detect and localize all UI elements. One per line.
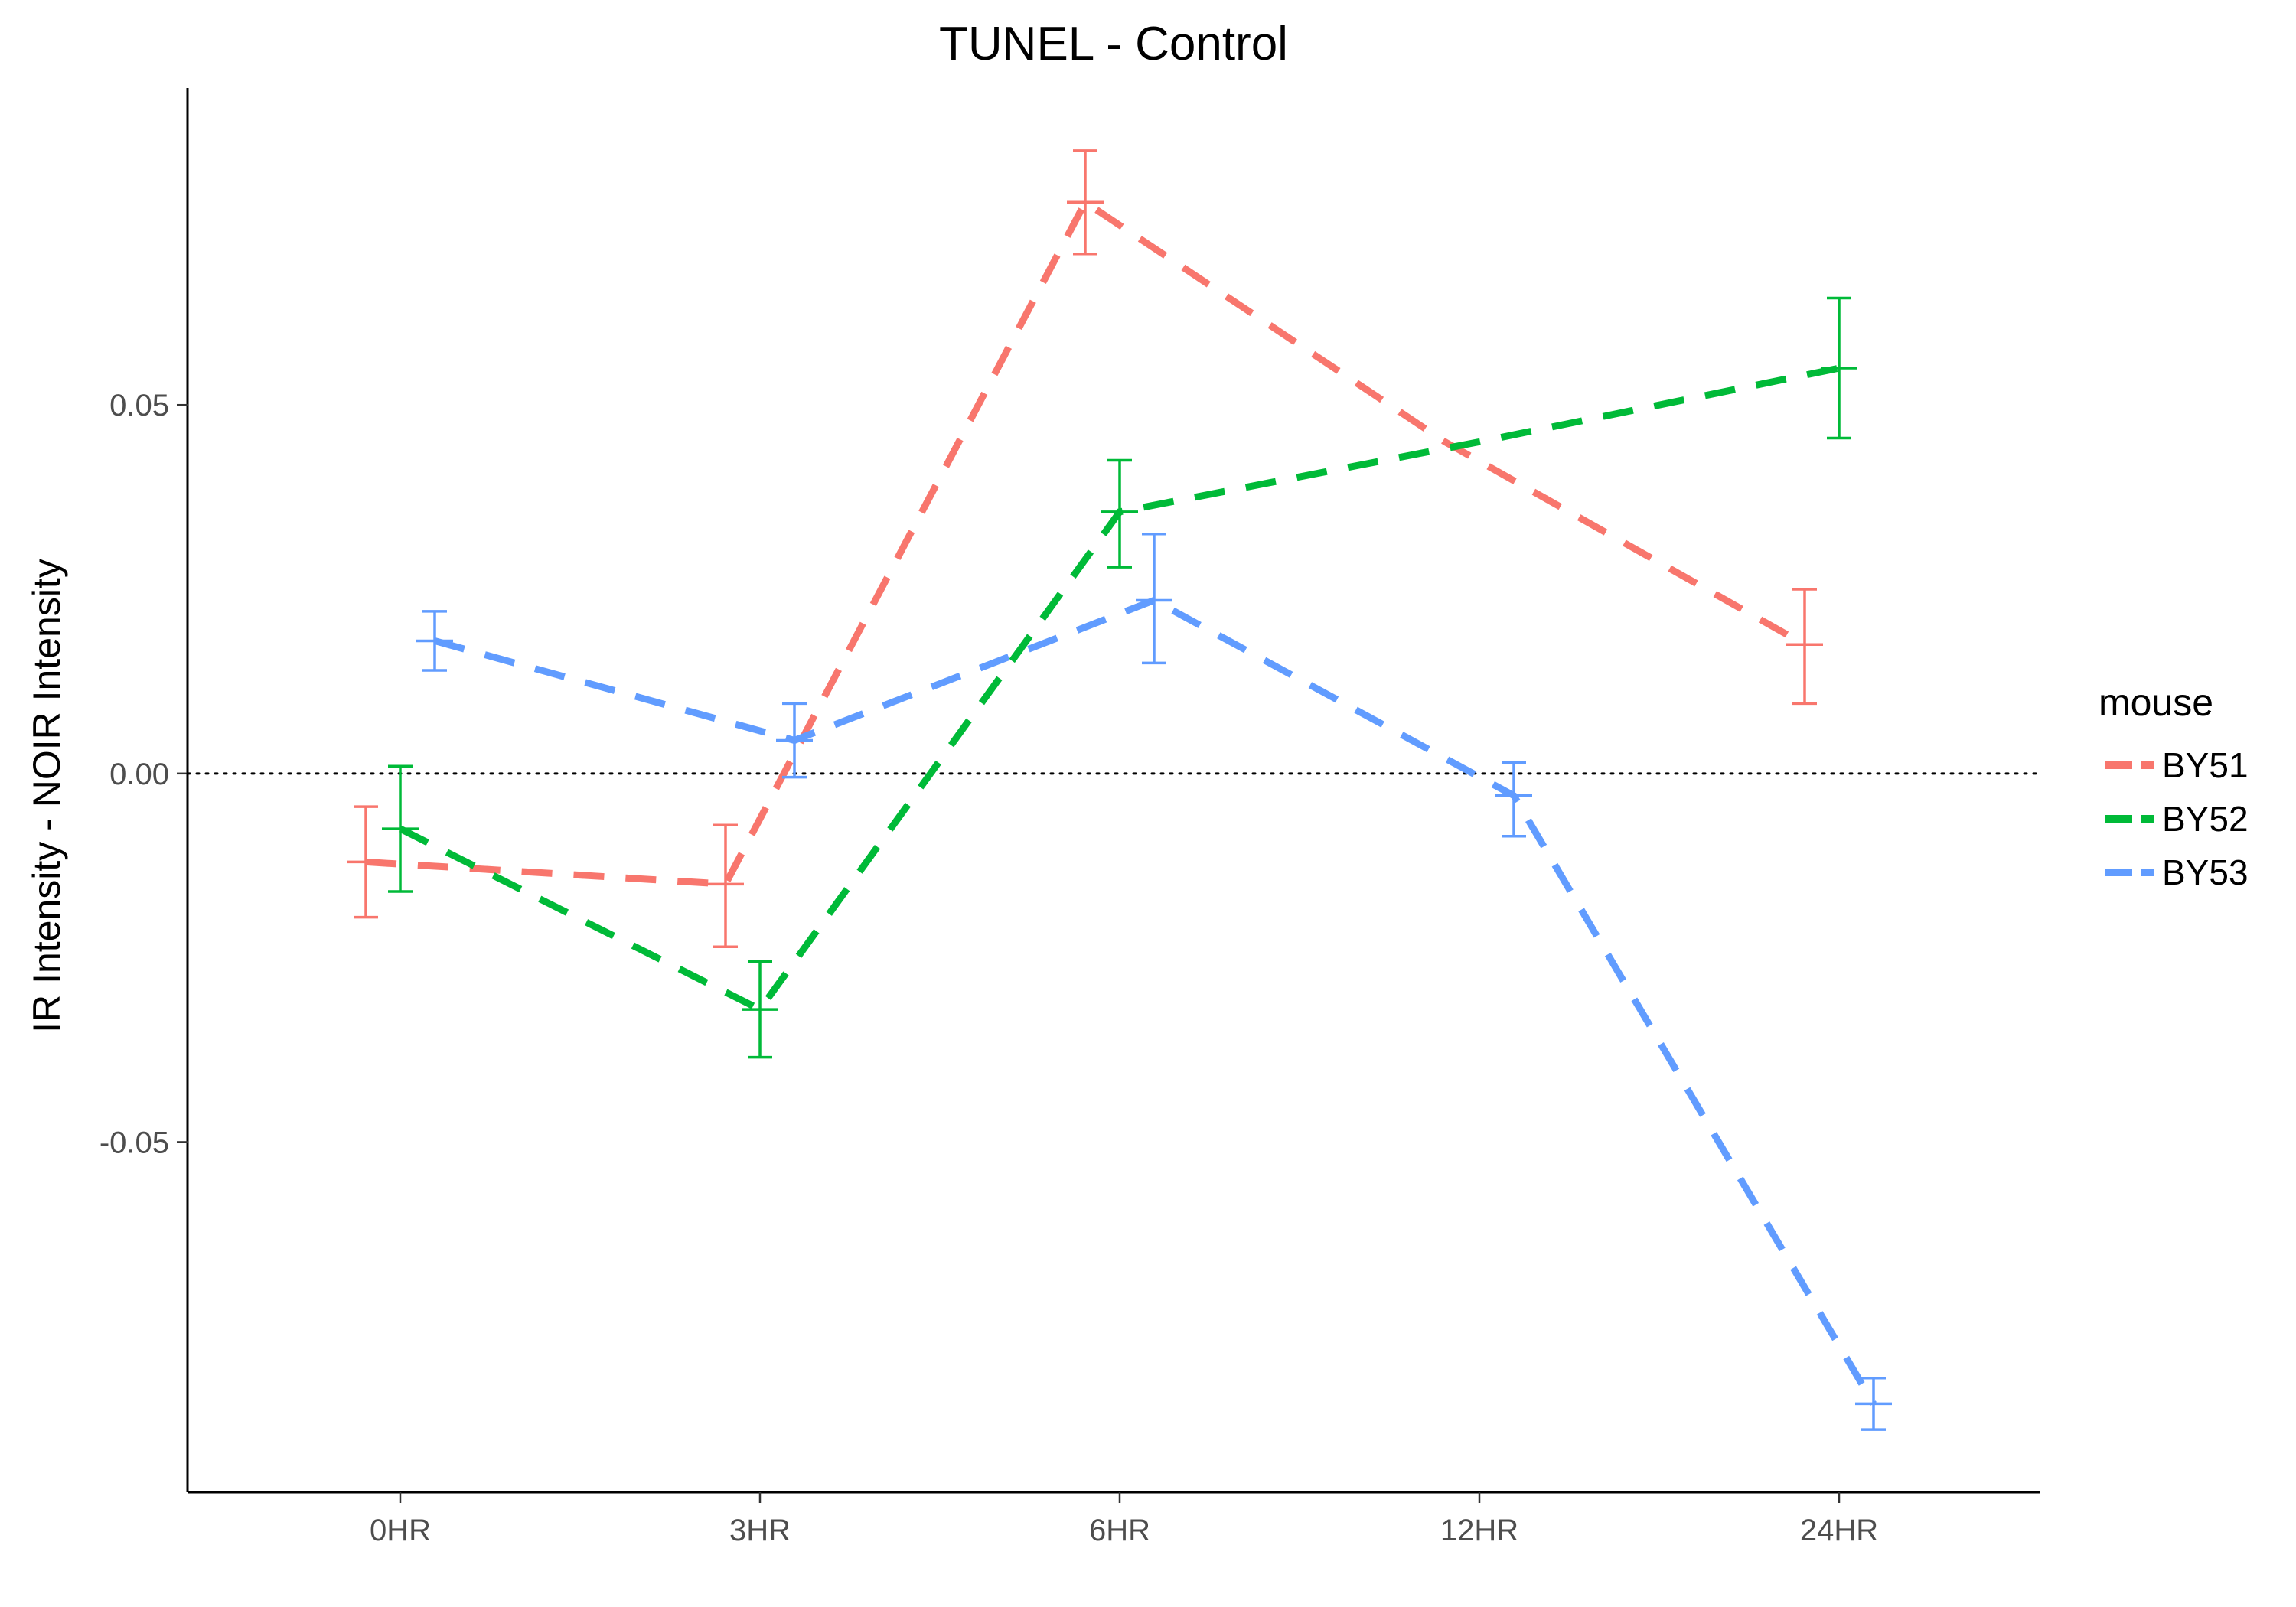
x-tick-label: 24HR (1800, 1514, 1878, 1547)
error-bar (1821, 296, 1857, 440)
error-bar (416, 610, 453, 672)
x-tick-label: 3HR (729, 1514, 791, 1547)
error-bar (1786, 588, 1823, 706)
error-bar (347, 805, 384, 919)
y-tick-label: 0.00 (109, 758, 169, 791)
error-bar (382, 764, 419, 893)
plot-area: 0.05 0.00 -0.05 0HR 3HR 6HR 12HR 24HR (99, 88, 2041, 1547)
error-bar (776, 702, 813, 779)
error-bar (1101, 458, 1138, 569)
chart-title: TUNEL - Control (939, 18, 1288, 70)
x-tick-label: 12HR (1440, 1514, 1518, 1547)
error-bar (707, 823, 744, 948)
error-bar (1855, 1376, 1892, 1431)
legend: mouse BY51 BY52 BY53 (2099, 681, 2249, 892)
x-tick-label: 0HR (370, 1514, 431, 1547)
legend-title: mouse (2099, 681, 2213, 724)
legend-label-by53: BY53 (2162, 852, 2249, 892)
x-tick-label: 6HR (1089, 1514, 1150, 1547)
error-bar (1067, 149, 1104, 256)
y-tick-label: -0.05 (99, 1126, 169, 1159)
legend-label-by51: BY51 (2162, 745, 2249, 785)
error-bar (742, 960, 778, 1059)
series-line-by51 (365, 197, 1807, 888)
legend-label-by52: BY52 (2162, 799, 2249, 839)
series-line-by53 (433, 596, 1877, 1406)
error-bar (1495, 761, 1532, 838)
y-axis-title: IR Intensity - NOIR Intensity (25, 559, 68, 1033)
error-bar (1136, 533, 1172, 665)
y-tick-label: 0.05 (109, 389, 169, 422)
